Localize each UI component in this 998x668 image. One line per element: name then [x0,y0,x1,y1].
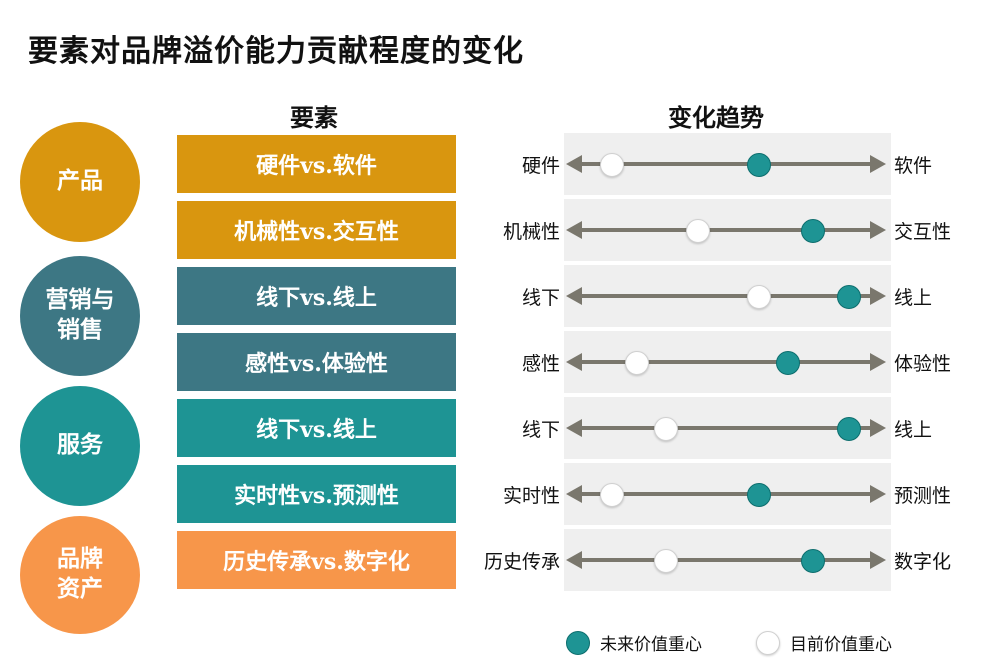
legend-future-label: 未来价值重心 [600,635,702,655]
future-value-dot [747,483,771,507]
future-value-dot [801,219,826,243]
current-value-dot [625,351,650,375]
trend-left-label: 线下 [521,419,560,441]
trend-left-label: 机械性 [502,221,560,243]
legend-current: 目前价值重心 [756,630,892,655]
trend-right-label: 交互性 [894,221,952,243]
current-value-dot [599,153,624,177]
factors-header: 要素 [290,103,338,132]
category-circle: 产品 [20,122,140,242]
factor-bar: 实时性vs.预测性 [177,465,456,523]
factor-bar: 硬件vs.软件 [177,135,456,193]
current-value-dot [686,219,711,243]
future-value-dot [775,351,800,375]
factor-bar: 线下vs.线上 [177,267,456,325]
future-dot-icon [566,630,590,655]
future-value-dot [801,549,826,573]
page-title: 要素对品牌溢价能力贡献程度的变化 [28,34,524,69]
factor-bar: 历史传承vs.数字化 [177,531,456,589]
trend-right-label: 预测性 [894,485,952,507]
double-arrow-icon [566,221,886,239]
trend-right-label: 线上 [894,419,933,441]
factor-bar: 感性vs.体验性 [177,333,456,391]
trend-right-label: 数字化 [894,551,952,573]
trend-left-label: 实时性 [502,485,560,507]
trend-right-label: 体验性 [894,353,952,375]
current-value-dot [654,417,679,441]
trend-left-label: 硬件 [521,155,560,177]
category-circle: 服务 [20,386,140,506]
trend-left-label: 历史传承 [483,551,560,573]
double-arrow-icon [566,419,886,437]
double-arrow-icon [566,155,886,173]
current-value-dot [599,483,624,507]
trend-header: 变化趋势 [668,103,764,132]
future-value-dot [836,417,861,441]
future-value-dot [836,285,861,309]
factor-bar: 机械性vs.交互性 [177,201,456,259]
double-arrow-icon [566,287,886,305]
category-circle: 营销与 销售 [20,256,140,376]
trend-left-label: 线下 [521,287,560,309]
legend-current-label: 目前价值重心 [790,635,892,655]
category-circle: 品牌 资产 [20,516,140,634]
legend-future: 未来价值重心 [566,630,702,655]
current-dot-icon [756,630,780,655]
trend-left-label: 感性 [521,353,560,375]
trend-right-label: 线上 [894,287,933,309]
double-arrow-icon [566,353,886,371]
future-value-dot [747,153,771,177]
double-arrow-icon [566,551,886,569]
factor-bar: 线下vs.线上 [177,399,456,457]
double-arrow-icon [566,485,886,503]
current-value-dot [747,285,771,309]
current-value-dot [654,549,679,573]
trend-right-label: 软件 [894,155,933,177]
